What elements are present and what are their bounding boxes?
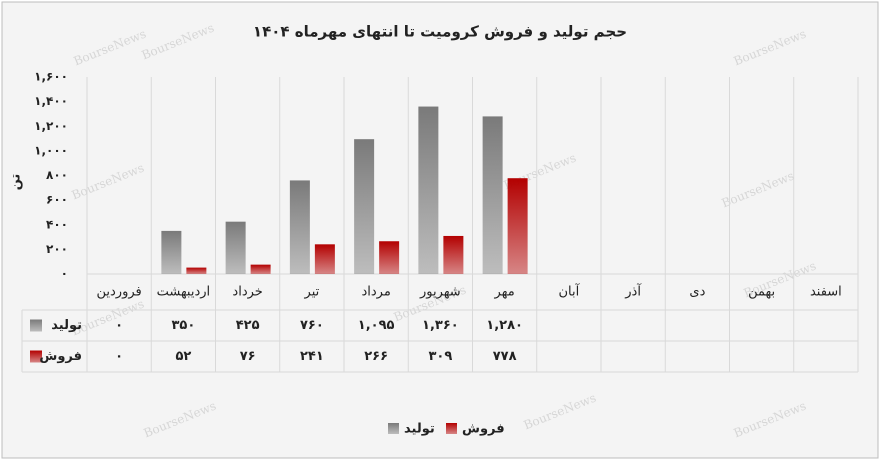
x-tick-label: تیر (304, 285, 320, 300)
bar (482, 116, 503, 275)
y-axis-title: تن (9, 174, 24, 191)
bar (250, 264, 271, 274)
chart-title: حجم تولید و فروش کرومیت تا انتهای مهرماه… (253, 23, 627, 41)
bar (354, 139, 375, 274)
table-cell: ۷۷۸ (493, 349, 517, 364)
bar (314, 244, 335, 274)
x-tick-label: آبان (559, 283, 581, 300)
table-cell: ۳۵۰ (171, 318, 195, 333)
legend-swatch (446, 423, 457, 434)
y-tick-label: ۱,۶۰۰ (34, 70, 68, 84)
table-series-name: تولید (51, 318, 82, 333)
table-cell: ۱,۰۹۵ (358, 318, 395, 333)
y-tick-label: ۴۰۰ (46, 217, 68, 231)
table-legend-swatch (30, 319, 42, 332)
bar (418, 106, 439, 274)
x-tick-label: شهریور (419, 285, 461, 300)
bar (379, 241, 400, 274)
x-tick-label: فروردین (97, 285, 142, 300)
table-cell: ۵۲ (175, 349, 191, 364)
legend-label: تولید (404, 422, 435, 437)
x-tick-label: آذر (624, 283, 642, 300)
x-tick-label: مهر (494, 285, 515, 300)
x-tick-label: خرداد (232, 285, 262, 300)
table-series-name: فروش (39, 349, 82, 364)
y-tick-label: ۱,۴۰۰ (34, 94, 68, 108)
chart-frame (1, 1, 879, 459)
legend-label: فروش (462, 422, 505, 437)
x-tick-label: اردیبهشت (157, 285, 211, 300)
bar (225, 221, 246, 274)
table-cell: ۲۴۱ (300, 349, 324, 364)
table-cell: ۷۶ (240, 349, 256, 364)
x-tick-label: بهمن (748, 285, 775, 300)
y-tick-label: ۲۰۰ (46, 242, 68, 256)
bar (443, 235, 464, 274)
table-cell: ۲۶۶ (364, 349, 388, 364)
x-tick-label: مرداد (361, 285, 390, 300)
table-cell: ۱,۲۸۰ (486, 318, 523, 333)
legend-swatch (388, 423, 399, 434)
y-tick-label: ۱,۲۰۰ (34, 119, 68, 133)
table-legend-swatch (30, 350, 42, 363)
y-tick-label: ۸۰۰ (46, 168, 68, 182)
y-tick-label: ۱,۰۰۰ (34, 143, 68, 157)
table-cell: ۰ (115, 318, 123, 333)
bar (507, 178, 528, 274)
bar (186, 267, 207, 274)
table-cell: ۴۲۵ (236, 318, 260, 333)
bar (161, 230, 182, 274)
table-cell: ۰ (115, 349, 123, 364)
x-tick-label: اسفند (810, 285, 842, 300)
y-tick-label: ۶۰۰ (46, 193, 68, 207)
table-cell: ۳۰۹ (428, 349, 452, 364)
bar (289, 180, 310, 274)
x-tick-label: دی (689, 285, 705, 300)
table-cell: ۷۶۰ (300, 318, 324, 333)
table-cell: ۱,۳۶۰ (422, 318, 459, 333)
y-tick-label: ۰ (61, 267, 68, 281)
